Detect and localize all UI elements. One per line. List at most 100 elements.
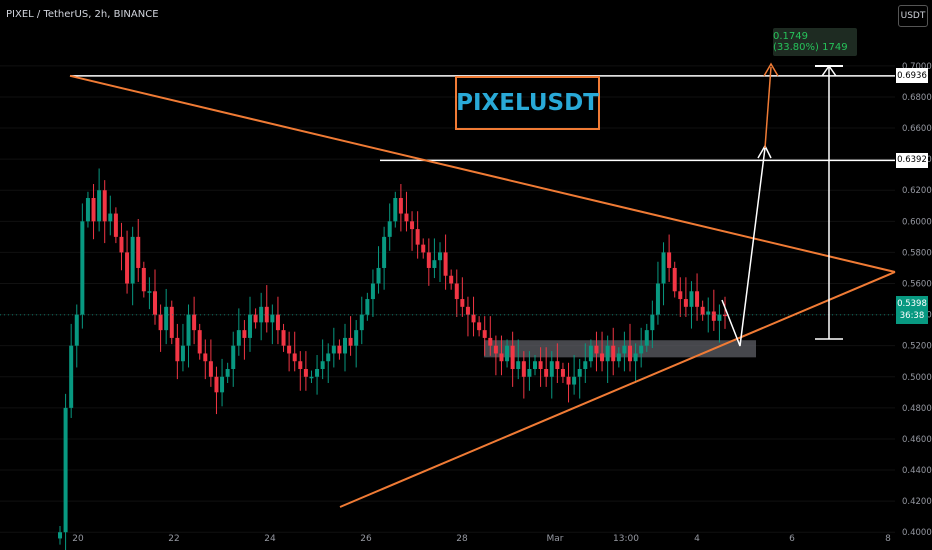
- candle-body: [186, 314, 191, 346]
- candle-body: [141, 267, 146, 292]
- candle-body: [639, 345, 644, 354]
- candle-body: [80, 221, 85, 315]
- candle-body: [259, 306, 264, 323]
- x-tick-label: 28: [456, 534, 468, 544]
- candle-body: [471, 314, 476, 323]
- candle-body: [510, 345, 515, 370]
- candle-body: [454, 283, 459, 300]
- candle-body: [348, 337, 353, 346]
- y-tick-label: 0.6800: [902, 93, 932, 103]
- y-tick-label: 0.5600: [902, 280, 932, 290]
- candle-body: [225, 369, 230, 377]
- candle-body: [382, 236, 387, 268]
- candle-body: [326, 353, 331, 362]
- y-tick-label: 0.4200: [902, 497, 932, 507]
- candle-body: [320, 361, 325, 370]
- candle-body: [633, 353, 638, 362]
- y-tick-label: 0.4400: [902, 466, 932, 476]
- projection-path-white: [721, 147, 766, 347]
- candle-body: [689, 291, 694, 307]
- candle-body: [438, 252, 442, 261]
- y-tick-label: 0.5200: [902, 342, 932, 352]
- candle-body: [125, 252, 130, 284]
- candle-body: [683, 299, 688, 307]
- candle-body: [432, 260, 437, 268]
- candle-body: [130, 236, 135, 284]
- candle-body: [577, 369, 582, 377]
- candle-body: [516, 361, 521, 370]
- candle-body: [63, 407, 68, 533]
- candle-body: [315, 369, 320, 377]
- candle-body: [644, 330, 649, 346]
- candle-body: [594, 345, 599, 354]
- symbol-title: PIXEL / TetherUS, 2h, BINANCE: [6, 9, 159, 20]
- candle-body: [236, 330, 241, 346]
- measure-arrowhead: [821, 64, 837, 77]
- candle-body: [147, 291, 152, 293]
- candle-body: [555, 361, 560, 370]
- candle-body: [549, 361, 554, 377]
- candle-body: [398, 198, 403, 214]
- candle-body: [85, 198, 90, 222]
- candle-body: [538, 361, 543, 370]
- y-tick-label: 0.5800: [902, 248, 932, 258]
- candle-body: [359, 314, 364, 331]
- candle-body: [661, 252, 666, 284]
- candle-body: [275, 314, 280, 331]
- candle-body: [309, 376, 314, 379]
- candle-body: [108, 213, 113, 222]
- level-tag-mid: 0.6392: [896, 152, 928, 168]
- candle-body: [717, 314, 722, 321]
- currency-button[interactable]: USDT: [898, 5, 928, 27]
- last-price-value: 0.5398: [897, 299, 927, 309]
- candle-body: [119, 236, 124, 253]
- candle-body: [287, 345, 292, 354]
- symbol-banner: PIXELUSDT: [455, 76, 600, 130]
- candle-body: [365, 299, 370, 315]
- candle-body: [393, 198, 398, 222]
- candle-body: [655, 283, 660, 315]
- triangle-upper-trendline: [69, 74, 896, 273]
- candle-body: [331, 345, 336, 354]
- x-tick-label: 4: [694, 534, 700, 544]
- candle-body: [488, 337, 493, 346]
- candle-body: [723, 314, 727, 317]
- candle-body: [197, 330, 202, 354]
- candle-body: [527, 369, 532, 377]
- candle-body: [493, 345, 498, 354]
- candle-body: [650, 314, 655, 331]
- x-tick-label: 8: [885, 534, 891, 544]
- candle-body: [560, 369, 565, 377]
- candle-body: [343, 337, 347, 354]
- candle-body: [91, 198, 96, 222]
- candle-body: [628, 345, 632, 362]
- time-axis: 20 22 24 26 28 Mar 13:00 4 6 8: [72, 534, 891, 544]
- candle-body: [460, 299, 465, 307]
- y-tick-label: 0.4800: [902, 404, 932, 414]
- candle-body: [700, 306, 705, 315]
- candle-body: [588, 345, 593, 362]
- candle-body: [616, 353, 621, 362]
- candle-body: [410, 221, 415, 230]
- triangle-lower-trendline: [339, 271, 896, 508]
- candle-body: [97, 190, 102, 222]
- candle-body: [544, 369, 549, 377]
- candle-body: [711, 311, 716, 321]
- y-tick-label: 0.4000: [902, 528, 932, 538]
- candle-body: [248, 314, 252, 338]
- projection-path-orange: [764, 66, 772, 149]
- candle-body: [376, 267, 381, 284]
- x-tick-label: 26: [360, 534, 372, 544]
- candle-body: [533, 361, 537, 370]
- y-tick-label: 0.6000: [902, 217, 932, 227]
- candle-body: [58, 532, 62, 539]
- candle-body: [113, 213, 118, 237]
- y-tick-label: 0.4600: [902, 435, 932, 445]
- candle-body: [521, 361, 526, 377]
- candle-body: [611, 345, 616, 362]
- x-tick-label: Mar: [547, 534, 564, 544]
- candle-body: [264, 306, 269, 323]
- candle-body: [158, 314, 163, 331]
- candle-body: [208, 361, 213, 377]
